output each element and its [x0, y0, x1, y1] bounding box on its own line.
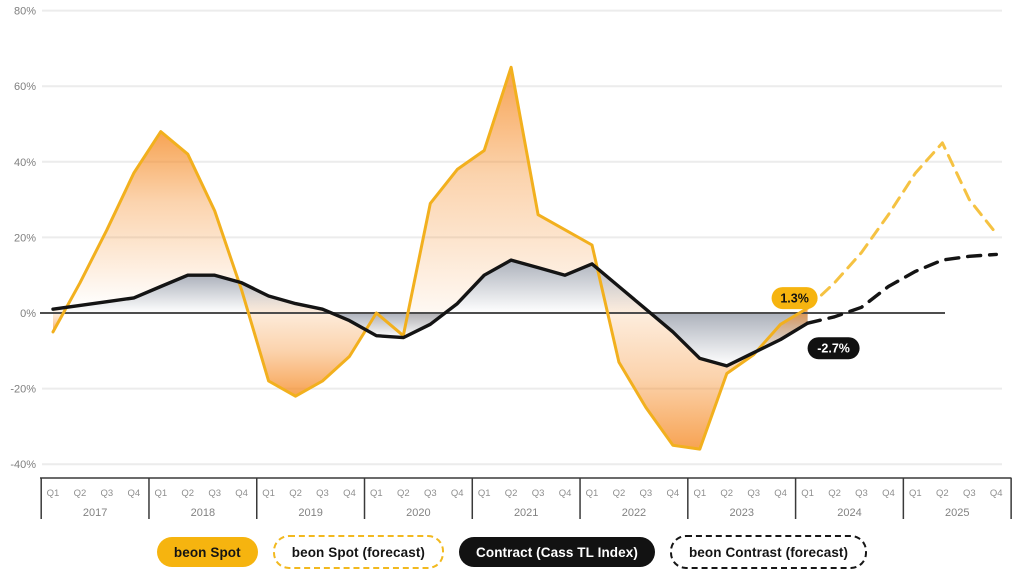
y-tick-label: 20%: [14, 232, 36, 244]
contract-zero-band: [650, 313, 808, 366]
quarter-label: Q3: [640, 488, 653, 499]
spot-annotation-badge: [771, 287, 818, 310]
y-tick-label: -40%: [10, 459, 36, 471]
contract-line: [51, 258, 810, 368]
quarter-label: Q2: [613, 488, 626, 499]
spot-contract-band: [238, 282, 366, 397]
spot-forecast-line: [806, 141, 998, 310]
contract-annotation-badge: [807, 337, 860, 360]
spot-annotation-text: 1.3%: [780, 292, 809, 306]
y-tick-label: 80%: [14, 6, 36, 18]
quarter-label: Q3: [963, 488, 976, 499]
legend-item-label: beon Spot: [173, 544, 241, 560]
y-tick-label: 60%: [14, 81, 36, 93]
quarter-label: Q1: [154, 488, 167, 499]
legend-item-label: beon Contrast (forecast): [688, 544, 849, 560]
y-tick-label: -20%: [10, 384, 36, 396]
quarter-label: Q3: [532, 488, 545, 499]
quarter-label: Q2: [181, 488, 194, 499]
legend-item-contract-cass-tl-index[interactable]: Contract (Cass TL Index): [459, 537, 655, 567]
quarter-label: Q4: [235, 488, 248, 499]
quarter-label: Q3: [747, 488, 760, 499]
quarter-label: Q1: [801, 488, 814, 499]
year-label: 2022: [622, 507, 646, 519]
contract-annotation-text: -2.7%: [817, 342, 850, 356]
quarter-label: Q3: [424, 488, 437, 499]
spot-contract-band: [66, 131, 239, 308]
legend-item-label: beon Spot (forecast): [291, 544, 426, 560]
legend-item-beon-spot-forecast[interactable]: beon Spot (forecast): [272, 535, 445, 569]
quarter-label: Q3: [101, 488, 114, 499]
quarter-label: Q2: [74, 488, 87, 499]
quarter-label: Q1: [909, 488, 922, 499]
quarter-label: Q4: [990, 488, 1003, 499]
quarter-label: Q2: [505, 488, 518, 499]
quarter-label: Q1: [47, 488, 60, 499]
y-tick-label: 40%: [14, 157, 36, 169]
quarter-label: Q1: [478, 488, 491, 499]
quarter-label: Q3: [855, 488, 868, 499]
legend-item-beon-contrast-forecast[interactable]: beon Contrast (forecast): [669, 535, 868, 569]
quarter-label: Q2: [828, 488, 841, 499]
quarter-label: Q1: [693, 488, 706, 499]
legend-item-label: Contract (Cass TL Index): [476, 544, 638, 560]
contract-forecast-line: [805, 252, 998, 325]
year-label: 2017: [83, 507, 107, 519]
quarter-label: Q4: [343, 488, 356, 499]
quarter-label: Q4: [667, 488, 680, 499]
year-label: 2018: [191, 507, 215, 519]
spot-contract-band: [366, 67, 598, 338]
quarter-label: Q2: [397, 488, 410, 499]
year-label: 2025: [945, 507, 969, 519]
quarter-label: Q1: [262, 488, 275, 499]
year-label: 2019: [298, 507, 322, 519]
quarter-label: Q1: [370, 488, 383, 499]
quarter-label: Q4: [882, 488, 895, 499]
quarter-label: Q4: [559, 488, 572, 499]
quarter-label: Q1: [586, 488, 599, 499]
year-label: 2021: [514, 507, 538, 519]
quarter-label: Q2: [720, 488, 733, 499]
year-label: 2024: [837, 507, 861, 519]
chart-legend: beon Spot beon Spot (forecast) Contract …: [0, 535, 1024, 569]
quarter-label: Q3: [208, 488, 221, 499]
year-label: 2020: [406, 507, 430, 519]
quarter-label: Q3: [316, 488, 329, 499]
quarter-label: Q4: [451, 488, 464, 499]
spot-contract-band: [756, 308, 808, 352]
legend-item-beon-spot[interactable]: beon Spot: [156, 537, 258, 567]
quarter-label: Q4: [128, 488, 141, 499]
quarter-label: Q4: [774, 488, 787, 499]
year-label: 2023: [729, 507, 753, 519]
spot-line: [51, 65, 810, 451]
quarter-label: Q2: [289, 488, 302, 499]
y-tick-label: 0%: [20, 308, 36, 320]
quarter-label: Q2: [936, 488, 949, 499]
